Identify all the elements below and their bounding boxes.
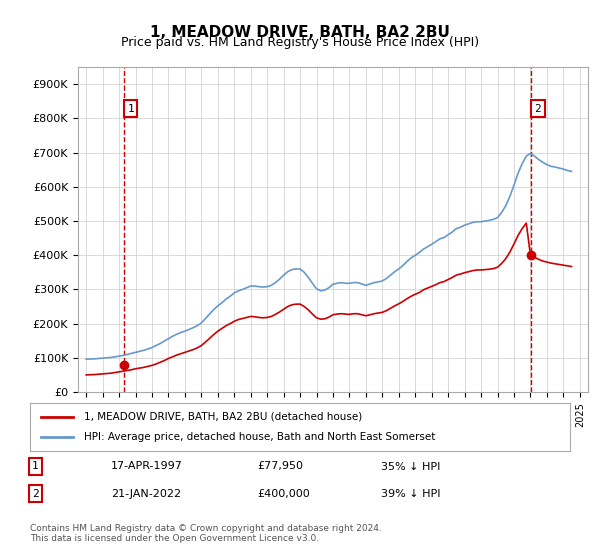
Text: 2: 2	[535, 104, 541, 114]
Text: Price paid vs. HM Land Registry's House Price Index (HPI): Price paid vs. HM Land Registry's House …	[121, 36, 479, 49]
Text: 21-JAN-2022: 21-JAN-2022	[111, 488, 181, 498]
Text: 39% ↓ HPI: 39% ↓ HPI	[381, 488, 440, 498]
Text: 1, MEADOW DRIVE, BATH, BA2 2BU: 1, MEADOW DRIVE, BATH, BA2 2BU	[150, 25, 450, 40]
Text: £400,000: £400,000	[257, 488, 310, 498]
Text: Contains HM Land Registry data © Crown copyright and database right 2024.
This d: Contains HM Land Registry data © Crown c…	[30, 524, 382, 543]
Text: 35% ↓ HPI: 35% ↓ HPI	[381, 461, 440, 472]
Text: HPI: Average price, detached house, Bath and North East Somerset: HPI: Average price, detached house, Bath…	[84, 432, 436, 442]
Text: 2: 2	[32, 488, 39, 498]
Text: £77,950: £77,950	[257, 461, 303, 472]
Text: 1: 1	[32, 461, 39, 472]
Text: 17-APR-1997: 17-APR-1997	[111, 461, 183, 472]
Text: 1, MEADOW DRIVE, BATH, BA2 2BU (detached house): 1, MEADOW DRIVE, BATH, BA2 2BU (detached…	[84, 412, 362, 422]
Text: 1: 1	[127, 104, 134, 114]
